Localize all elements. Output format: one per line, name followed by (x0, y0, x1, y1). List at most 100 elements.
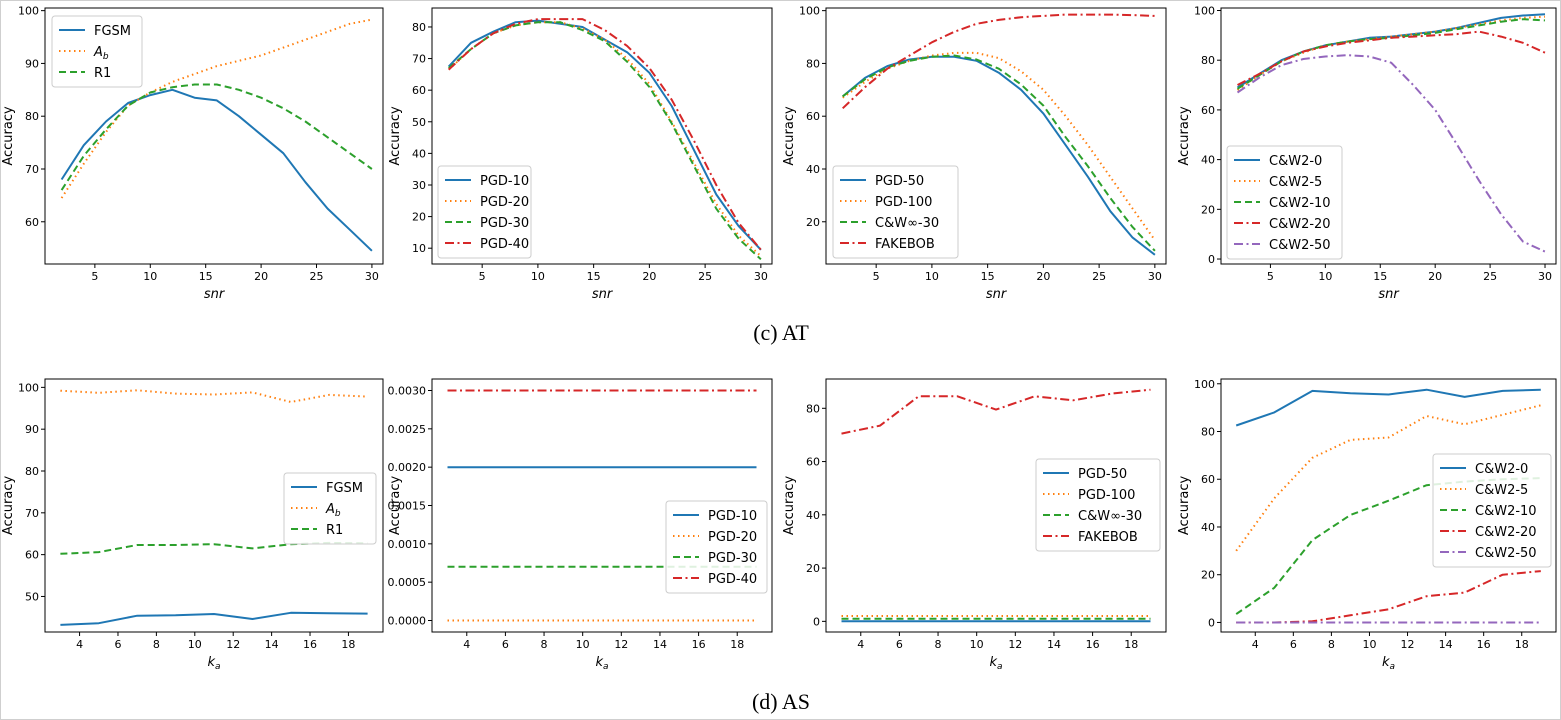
panel-c1-xtick-label: 30 (365, 270, 379, 283)
panel-d4-xtick-label: 8 (1328, 638, 1335, 651)
panel-d4-ytick-label: 100 (1194, 378, 1215, 391)
panel-d2-ytick-label: 0.0000 (388, 615, 427, 628)
panel-c1-ytick-label: 80 (25, 110, 39, 123)
panel-c2-ytick-label: 70 (412, 53, 426, 66)
panel-d1-ylabel: Accuracy (1, 476, 16, 536)
panel-c3-xtick-label: 30 (1148, 270, 1162, 283)
panel-c3-legend-label-2: C&W∞-30 (875, 216, 939, 231)
panel-d4-legend-label-0: C&W2-0 (1475, 462, 1528, 477)
panel-c2-xtick-label: 20 (642, 270, 656, 283)
panel-c2-ytick-label: 50 (412, 116, 426, 129)
panel-c3-ytick-label: 80 (806, 57, 820, 70)
panel-d2-legend: PGD-10 PGD-20 PGD-30 PGD-40 (665, 500, 768, 594)
panel-c4-xtick-label: 5 (1267, 270, 1274, 283)
panel-d1-xtick-label: 18 (341, 638, 355, 651)
panel-d4-xtick-label: 12 (1401, 638, 1415, 651)
panel-c3-xtick-label: 20 (1036, 270, 1050, 283)
panel-c3-legend-label-0: PGD-50 (875, 174, 924, 189)
panel-d2-xtick-label: 16 (692, 638, 706, 651)
panel-c4: 0 20 40 60 80 100 5 10 15 20 25 30 Accuracy snr C&W2-0… (1177, 4, 1557, 302)
panel-d3-legend-label-2: C&W∞-30 (1078, 509, 1142, 524)
panel-c2-xtick-label: 5 (479, 270, 486, 283)
panel-d3-ylabel: Accuracy (782, 476, 797, 536)
panel-c4-legend-label-2: C&W2-10 (1269, 196, 1331, 211)
panel-c4-xtick-label: 30 (1538, 270, 1552, 283)
panel-d1-xtick-label: 6 (114, 638, 121, 651)
panel-d2-ylabel: Accuracy (388, 476, 403, 536)
panel-d2-xtick-label: 8 (541, 638, 548, 651)
panel-c3-ylabel: Accuracy (782, 106, 797, 166)
panel-d3-xtick-label: 12 (1008, 638, 1022, 651)
panel-d2-xlabel: ka (595, 655, 608, 672)
panel-d4-series-line-0 (1235, 388, 1541, 427)
panel-d1-ytick-label: 60 (25, 549, 39, 562)
panel-d4-xtick-label: 16 (1477, 638, 1491, 651)
panel-d2-xtick-label: 18 (730, 638, 744, 651)
panel-c1-legend-frame (51, 15, 143, 88)
panel-c4-legend-label-1: C&W2-5 (1269, 175, 1322, 190)
panel-d1-ytick-label: 50 (25, 590, 39, 603)
panel-d4-xtick-label: 14 (1439, 638, 1453, 651)
panel-c3-ytick-label: 100 (799, 5, 820, 18)
panel-d2-legend-label-1: PGD-20 (708, 530, 757, 545)
panel-c4-legend-frame (1226, 145, 1343, 260)
panel-c2-legend-label-0: PGD-10 (480, 174, 529, 189)
panel-c4-ytick-label: 40 (1201, 154, 1215, 167)
panel-d1-ytick-label: 100 (18, 381, 39, 394)
panel-c4-legend: C&W2-0 C&W2-5 C&W2-10 C&W2-20 C&W2-50 (1226, 145, 1343, 260)
panel-d2-xtick-label: 12 (614, 638, 628, 651)
panel-c4-ytick-label: 100 (1194, 4, 1215, 17)
panel-c1-xtick-label: 25 (310, 270, 324, 283)
panel-c2-series-line-1 (448, 21, 762, 257)
panel-d3-xtick-label: 8 (935, 638, 942, 651)
panel-d4-xtick-label: 4 (1252, 638, 1259, 651)
panel-c3-ytick-label: 60 (806, 110, 820, 123)
panel-c3-xtick-label: 5 (873, 270, 880, 283)
panel-c4-xtick-label: 15 (1373, 270, 1387, 283)
panel-d4-xtick-label: 18 (1515, 638, 1529, 651)
panel-c2-ytick-label: 20 (412, 211, 426, 224)
panel-c2-ylabel: Accuracy (388, 106, 403, 166)
panel-d2-xtick-label: 6 (502, 638, 509, 651)
panel-d4: 0 20 40 60 80 100 4 6 8 10 12 14 16 18 Accuracy ka C&W2-… (1177, 378, 1557, 672)
panel-c2-ytick-label: 40 (412, 147, 426, 160)
panel-c4-legend-label-4: C&W2-50 (1269, 238, 1331, 253)
panel-d3-ytick-label: 20 (806, 562, 820, 575)
panel-d4-legend: C&W2-0 C&W2-5 C&W2-10 C&W2-20 C&W2-50 (1432, 453, 1552, 568)
panel-d3-xtick-label: 4 (857, 638, 864, 651)
caption-as: (d) AS (752, 689, 810, 714)
panel-c1-xtick-label: 10 (143, 270, 157, 283)
panel-c1-xtick-label: 5 (91, 270, 98, 283)
panel-d1-xtick-label: 14 (265, 638, 279, 651)
panel-c2-xlabel: snr (592, 287, 614, 302)
panel-d2-legend-label-2: PGD-30 (708, 551, 757, 566)
panel-d4-xtick-label: 10 (1362, 638, 1376, 651)
panel-c2-legend-label-3: PGD-40 (480, 237, 529, 252)
panel-d2-ytick-label: 0.0030 (388, 385, 427, 398)
panel-c1-legend-label-0: FGSM (94, 24, 131, 39)
panel-c4-legend-label-3: C&W2-20 (1269, 217, 1331, 232)
panel-c2-legend-label-1: PGD-20 (480, 195, 529, 210)
panel-c4-ylabel: Accuracy (1177, 106, 1192, 166)
panel-d3-series-line-3 (841, 388, 1151, 435)
panel-d1-legend-frame (283, 472, 377, 545)
panel-c3-series-line-0 (842, 55, 1156, 256)
panel-d1-ytick-label: 70 (25, 507, 39, 520)
panel-c4-xtick-label: 20 (1428, 270, 1442, 283)
panel-d2-legend-label-3: PGD-40 (708, 572, 757, 587)
panel-c3-xtick-label: 10 (925, 270, 939, 283)
caption-at: (c) AT (753, 320, 809, 345)
panel-d2-ytick-label: 0.0015 (388, 500, 427, 513)
panel-d1-series-line-1 (60, 389, 368, 403)
panel-c3-legend: PGD-50 PGD-100 C&W∞-30 FAKEBOB (832, 165, 959, 259)
panel-c3-series-line-3 (842, 13, 1155, 110)
panel-c1-ytick-label: 100 (18, 5, 39, 18)
panel-c1-xlabel: snr (204, 287, 226, 302)
panel-d1-xtick-label: 10 (188, 638, 202, 651)
panel-d4-legend-label-3: C&W2-20 (1475, 525, 1537, 540)
panel-c4-xtick-label: 10 (1318, 270, 1332, 283)
